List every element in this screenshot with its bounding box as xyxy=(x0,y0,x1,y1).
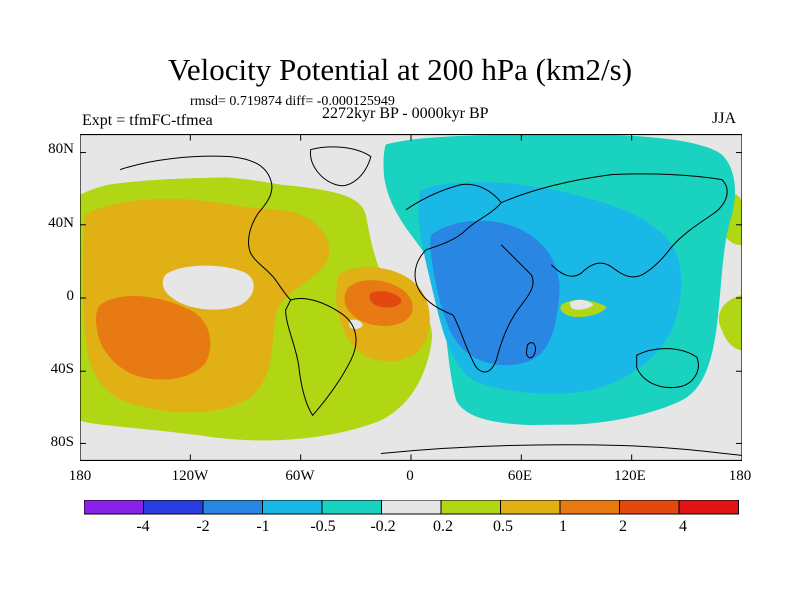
colorbar-tick-label: -1 xyxy=(256,518,270,535)
axis-ticks xyxy=(80,134,742,461)
lon-tick-label: 60W xyxy=(285,468,315,484)
neutral-polar-band xyxy=(80,134,381,190)
greenland-coast xyxy=(310,146,372,187)
experiment-label: Expt = tfmFC-tfmea xyxy=(82,112,213,129)
colorbar-swatch xyxy=(678,500,739,515)
colorbar-tick-label: -0.5 xyxy=(310,518,336,535)
lon-tick-label: 120W xyxy=(171,468,209,484)
coastlines xyxy=(119,146,742,456)
lon-tick-label: 0 xyxy=(406,468,414,484)
colorbar-tick-label: -0.2 xyxy=(370,518,396,535)
lon-tick-label: 60E xyxy=(507,468,533,484)
madagascar-coast xyxy=(525,342,536,359)
colorbar-swatch xyxy=(381,500,442,515)
neutral-polar-band xyxy=(721,134,742,185)
lon-tick-label: 180 xyxy=(68,468,92,484)
colorbar-tick-label: -4 xyxy=(136,518,150,535)
page-title: Velocity Potential at 200 hPa (km2/s) xyxy=(167,52,633,87)
colorbar-swatch xyxy=(262,500,323,515)
antarctica-coast xyxy=(380,444,742,456)
colorbar-tick-label: 2 xyxy=(619,518,627,535)
colorbar-swatch xyxy=(202,500,263,515)
south-america-coast xyxy=(285,298,357,417)
colorbar-tick-label: -2 xyxy=(196,518,210,535)
strong-positive-region xyxy=(96,295,211,380)
colorbar xyxy=(84,500,739,515)
colorbar-tick-label: 1 xyxy=(559,518,567,535)
rmsd-diff-stats: rmsd= 0.719874 diff= -0.000125949 xyxy=(190,94,395,109)
lat-tick-label: 40S xyxy=(50,361,74,377)
colorbar-swatch xyxy=(321,500,382,515)
velocity-potential-map xyxy=(80,134,742,461)
europe-africa-coast xyxy=(405,183,534,373)
colorbar-tick-label: 4 xyxy=(679,518,687,535)
north-america-coast xyxy=(119,155,291,301)
strong-negative-region xyxy=(430,220,560,366)
lat-tick-label: 80N xyxy=(48,141,74,157)
neutral-pocket xyxy=(569,299,594,310)
neutral-pocket xyxy=(162,265,254,310)
asia-coast xyxy=(501,173,728,278)
colorbar-swatch xyxy=(559,500,620,515)
season-label: JJA xyxy=(712,110,737,127)
colorbar-swatch xyxy=(440,500,501,515)
lon-tick-label: 180 xyxy=(728,468,752,484)
lat-tick-label: 40N xyxy=(48,215,74,231)
very-strong-positive-region xyxy=(369,291,402,308)
colorbar-tick-label: 0.5 xyxy=(493,518,513,535)
lon-tick-label: 120E xyxy=(614,468,646,484)
colorbar-swatch xyxy=(500,500,561,515)
colorbar-swatch xyxy=(84,500,144,515)
period-label: 2272kyr BP - 0000kyr BP xyxy=(322,105,489,122)
weak-positive-region xyxy=(718,294,742,351)
colorbar-swatch xyxy=(619,500,680,515)
neutral-polar-band xyxy=(380,424,742,461)
colorbar-tick-label: 0.2 xyxy=(433,518,453,535)
australia-coast xyxy=(636,348,699,389)
neutral-pocket xyxy=(348,319,363,329)
lat-tick-label: 80S xyxy=(50,434,74,450)
colorbar-swatch xyxy=(143,500,204,515)
lat-tick-label: 0 xyxy=(66,288,75,304)
